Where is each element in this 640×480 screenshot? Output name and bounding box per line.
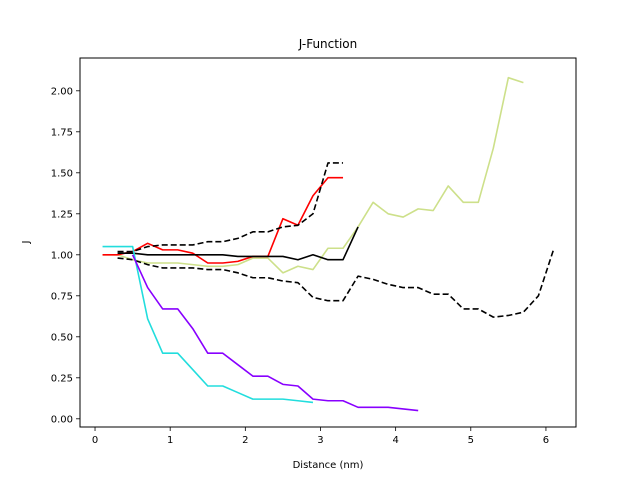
series-line-7 [131, 254, 419, 412]
y-tick-label: 2.00 [51, 86, 73, 97]
y-tick-label: 0.75 [51, 291, 73, 302]
series-line-4 [117, 162, 344, 253]
axes-layer: 0 1 2 3 4 5 6 0.00 0.25 0.50 0.75 1.00 1.25 1.50 1.75 2… [51, 57, 577, 446]
series-line-1 [102, 76, 524, 274]
y-tick-label: 0.00 [51, 414, 73, 425]
y-tick-label: 0.25 [51, 373, 73, 384]
x-tick-label: 1 [167, 435, 173, 446]
series-line-6 [102, 245, 314, 404]
series-line-3 [117, 226, 359, 261]
x-tick-label: 5 [468, 435, 474, 446]
y-axis-label: J [21, 241, 32, 245]
x-tick-label: 3 [317, 435, 323, 446]
x-axis-label: Distance (nm) [293, 460, 364, 471]
x-tick-label: 0 [92, 435, 98, 446]
series-line-2 [102, 176, 344, 264]
y-tick-label: 1.75 [51, 127, 73, 138]
x-tick-label: 4 [392, 435, 398, 446]
plot-frame [79, 57, 577, 428]
chart-title: J-Function [298, 37, 357, 51]
x-tick-label: 2 [242, 435, 248, 446]
y-tick-label: 1.00 [51, 250, 73, 261]
y-tick-label: 1.25 [51, 209, 73, 220]
y-tick-label: 1.50 [51, 168, 73, 179]
series-layer [102, 76, 555, 412]
y-tick-label: 0.50 [51, 332, 73, 343]
x-tick-label: 6 [543, 435, 549, 446]
series-line-5 [117, 249, 555, 318]
